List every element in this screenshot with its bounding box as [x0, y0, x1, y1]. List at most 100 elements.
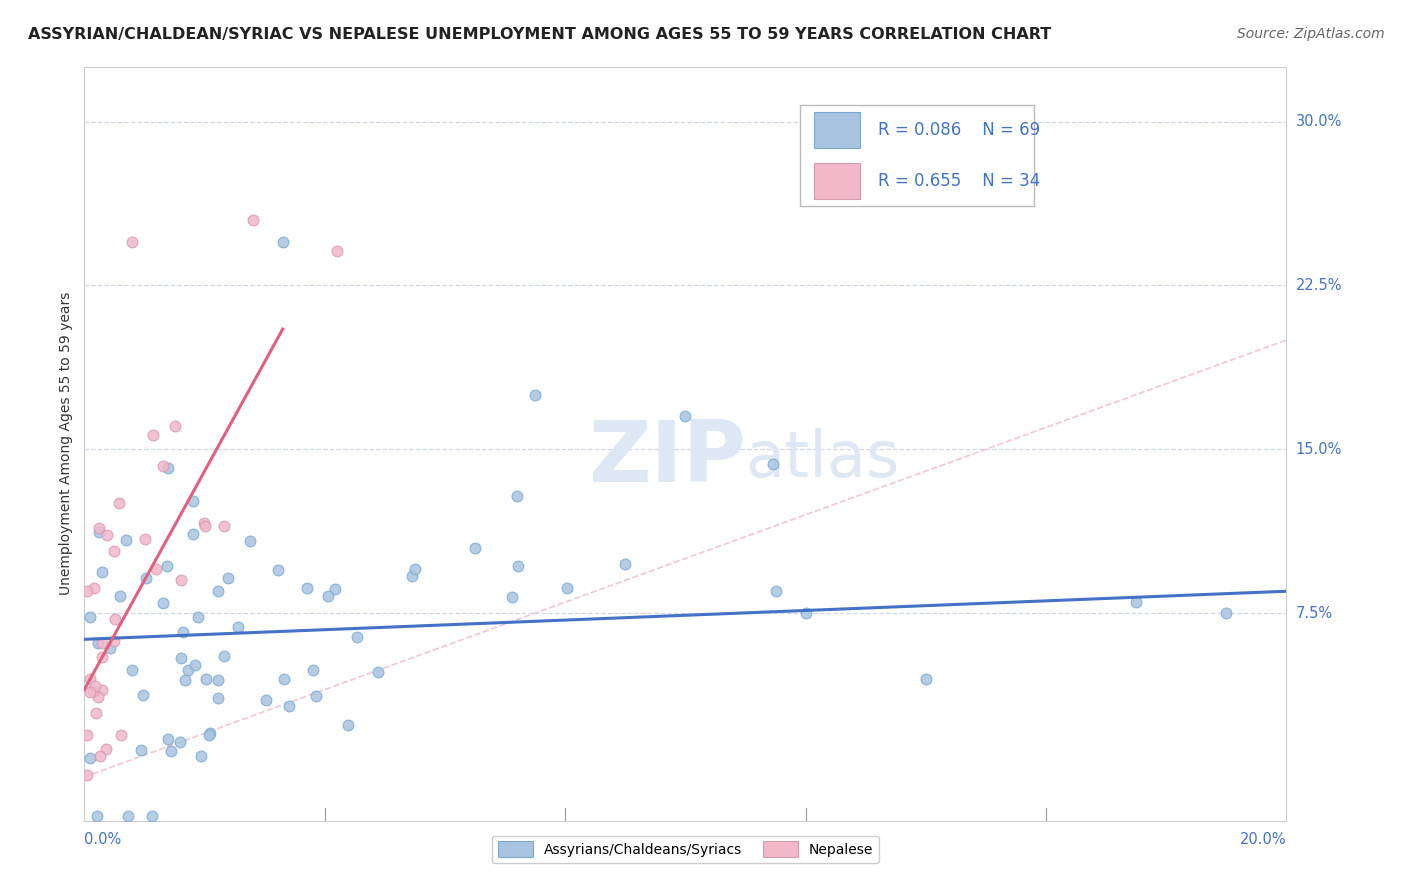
- Point: [302, 663, 325, 677]
- Point: [323, 582, 346, 596]
- Point: [614, 557, 637, 571]
- Point: [316, 589, 339, 603]
- Bar: [814, 163, 859, 199]
- Legend: Assyrians/Chaldeans/Syriacs, Nepalese: Assyrians/Chaldeans/Syriacs, Nepalese: [492, 836, 879, 863]
- Point: [367, 665, 389, 679]
- Point: [82, 684, 104, 698]
- Point: [177, 663, 200, 677]
- Point: [160, 744, 183, 758]
- Point: [226, 620, 249, 634]
- Point: [555, 581, 578, 595]
- Point: [121, 663, 143, 677]
- Point: [89, 749, 111, 764]
- Text: Source: ZipAtlas.com: Source: ZipAtlas.com: [1237, 27, 1385, 41]
- Point: [675, 409, 697, 424]
- Point: [110, 589, 132, 603]
- Point: [194, 518, 217, 533]
- Point: [87, 521, 110, 535]
- Point: [156, 731, 179, 746]
- Text: 22.5%: 22.5%: [1295, 278, 1341, 293]
- Point: [135, 571, 157, 585]
- Point: [169, 734, 191, 748]
- Text: 7.5%: 7.5%: [1295, 606, 1333, 621]
- Point: [337, 718, 360, 732]
- Point: [254, 692, 277, 706]
- Point: [326, 244, 349, 258]
- Point: [87, 690, 110, 704]
- Point: [103, 543, 125, 558]
- Point: [107, 496, 129, 510]
- Point: [278, 698, 301, 713]
- Point: [134, 533, 156, 547]
- Point: [266, 563, 288, 577]
- Point: [86, 809, 108, 823]
- Point: [524, 387, 547, 401]
- Bar: [814, 112, 859, 148]
- Point: [84, 706, 107, 720]
- Point: [195, 672, 218, 686]
- Point: [1215, 606, 1237, 620]
- Point: [198, 728, 221, 742]
- Point: [83, 581, 105, 595]
- Point: [207, 673, 229, 687]
- Point: [915, 672, 938, 686]
- Point: [84, 680, 107, 694]
- Text: R = 0.655    N = 34: R = 0.655 N = 34: [877, 172, 1040, 190]
- Point: [91, 649, 114, 664]
- Point: [271, 235, 294, 249]
- Point: [404, 562, 426, 576]
- Point: [152, 596, 174, 610]
- Point: [172, 625, 194, 640]
- Point: [181, 494, 204, 508]
- Text: 20.0%: 20.0%: [1240, 831, 1286, 847]
- Point: [346, 630, 368, 644]
- Point: [170, 651, 193, 665]
- Point: [165, 419, 187, 434]
- Text: ASSYRIAN/CHALDEAN/SYRIAC VS NEPALESE UNEMPLOYMENT AMONG AGES 55 TO 59 YEARS CORR: ASSYRIAN/CHALDEAN/SYRIAC VS NEPALESE UNE…: [28, 27, 1052, 42]
- Point: [198, 725, 221, 739]
- Point: [761, 458, 783, 472]
- Point: [94, 741, 117, 756]
- Point: [242, 212, 264, 227]
- Y-axis label: Unemployment Among Ages 55 to 59 years: Unemployment Among Ages 55 to 59 years: [59, 292, 73, 596]
- Point: [464, 541, 486, 555]
- Point: [207, 584, 229, 599]
- Point: [506, 559, 529, 574]
- Point: [131, 689, 153, 703]
- Point: [193, 516, 215, 531]
- Text: 15.0%: 15.0%: [1295, 442, 1341, 457]
- Point: [212, 648, 235, 663]
- Point: [76, 584, 98, 599]
- Point: [239, 534, 262, 549]
- Point: [87, 524, 110, 539]
- Point: [305, 690, 328, 704]
- Point: [187, 610, 209, 624]
- Point: [76, 728, 98, 742]
- Point: [114, 533, 136, 548]
- Point: [190, 748, 212, 763]
- Point: [181, 527, 204, 541]
- Point: [765, 584, 787, 599]
- Point: [79, 672, 101, 686]
- Point: [157, 461, 180, 475]
- Point: [79, 685, 101, 699]
- Point: [129, 743, 152, 757]
- Point: [145, 562, 167, 576]
- Point: [170, 573, 193, 587]
- Point: [117, 809, 139, 823]
- Point: [207, 691, 229, 706]
- Point: [90, 682, 112, 697]
- Point: [184, 658, 207, 673]
- Point: [103, 634, 125, 648]
- Point: [76, 768, 98, 782]
- Text: ZIP: ZIP: [588, 417, 745, 500]
- Point: [212, 518, 235, 533]
- Point: [152, 459, 174, 474]
- Point: [87, 635, 110, 649]
- Point: [90, 636, 112, 650]
- Point: [1125, 595, 1147, 609]
- Point: [79, 610, 101, 624]
- Point: [273, 672, 295, 686]
- Point: [104, 612, 127, 626]
- Point: [98, 641, 121, 656]
